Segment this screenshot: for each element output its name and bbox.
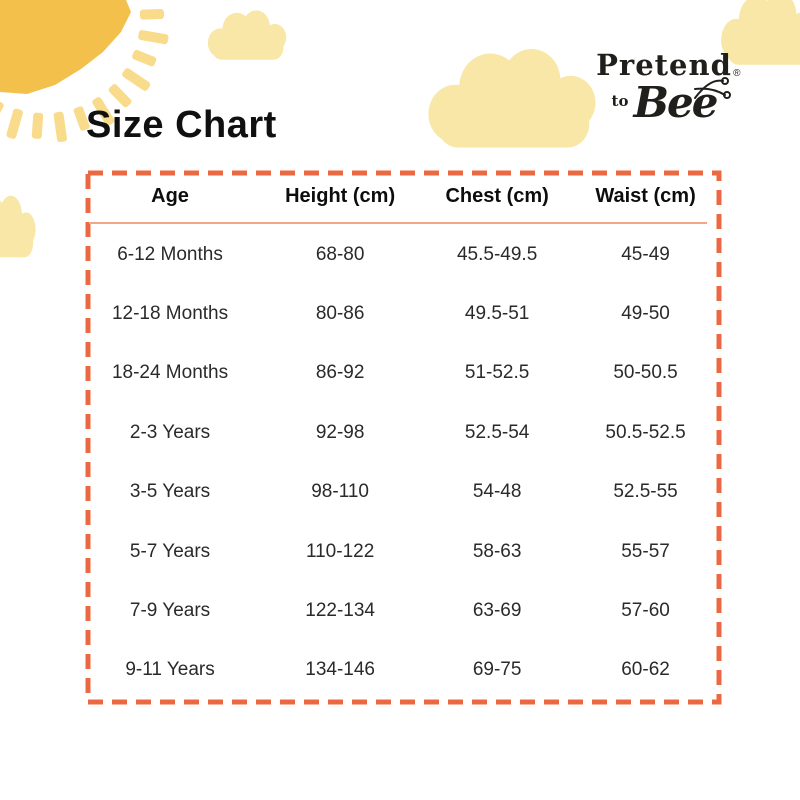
table-row: 3-5 Years 98-110 54-48 52.5-55 <box>85 463 722 522</box>
cell-height: 122-134 <box>305 599 375 621</box>
cell-height: 98-110 <box>311 481 369 503</box>
table-row: 2-3 Years 92-98 52.5-54 50.5-52.5 <box>85 403 722 462</box>
column-header-waist: Waist (cm) <box>595 184 696 207</box>
table-row: 18-24 Months 86-92 51-52.5 50-50.5 <box>85 344 722 403</box>
cloud-icon <box>0 190 42 260</box>
cell-height: 68-80 <box>315 243 365 265</box>
cell-chest: 51-52.5 <box>464 362 530 384</box>
cell-height: 92-98 <box>315 421 365 443</box>
table-body: 6-12 Months 68-80 45.5-49.5 45-49 12-18 … <box>85 225 722 700</box>
cell-age: 2-3 Years <box>129 421 211 443</box>
column-header-age: Age <box>151 184 189 207</box>
cell-waist: 57-60 <box>621 599 670 621</box>
column-header-height: Height (cm) <box>285 184 396 207</box>
cell-age: 6-12 Months <box>117 243 223 265</box>
table-row: 9-11 Years 134-146 69-75 60-62 <box>85 641 722 700</box>
brand-word-to: to <box>611 92 629 111</box>
cell-height: 134-146 <box>305 659 375 681</box>
page-title: Size Chart <box>86 104 277 146</box>
size-table: Age Height (cm) Chest (cm) Waist (cm) 6-… <box>85 170 722 705</box>
dashed-border <box>85 170 722 705</box>
table-row: 6-12 Months 68-80 45.5-49.5 45-49 <box>85 225 722 284</box>
registered-trademark: ® <box>733 68 741 80</box>
cell-chest: 54-48 <box>472 481 522 503</box>
cell-age: 3-5 Years <box>129 481 211 503</box>
column-header-chest: Chest (cm) <box>445 184 549 207</box>
cell-waist: 52.5-55 <box>613 481 678 503</box>
cell-chest: 45.5-49.5 <box>456 243 538 265</box>
cell-chest: 69-75 <box>472 659 522 681</box>
bee-antennae-icon <box>694 77 732 100</box>
cell-height: 80-86 <box>315 303 365 325</box>
table-header-row: Age Height (cm) Chest (cm) Waist (cm) <box>85 170 722 222</box>
cell-age: 18-24 Months <box>111 362 229 384</box>
cell-chest: 52.5-54 <box>464 421 530 443</box>
cell-waist: 60-62 <box>621 659 670 681</box>
cloud-icon <box>416 40 612 152</box>
cell-height: 110-122 <box>305 540 375 562</box>
header-separator-line <box>89 222 707 224</box>
cell-chest: 49.5-51 <box>464 303 530 325</box>
cell-waist: 55-57 <box>621 540 670 562</box>
cell-waist: 45-49 <box>621 243 670 265</box>
brand-logo: Pretend to Bee ® <box>586 50 742 124</box>
cell-age: 12-18 Months <box>111 303 229 325</box>
cell-waist: 49-50 <box>621 303 670 325</box>
cloud-icon <box>202 6 294 62</box>
table-row: 7-9 Years 122-134 63-69 57-60 <box>85 581 722 640</box>
cell-waist: 50-50.5 <box>613 362 678 384</box>
cell-chest: 63-69 <box>472 599 522 621</box>
cell-waist: 50.5-52.5 <box>605 421 686 443</box>
brand-word-pretend: Pretend <box>596 48 732 82</box>
cell-age: 5-7 Years <box>129 540 211 562</box>
cell-chest: 58-63 <box>472 540 522 562</box>
cell-age: 7-9 Years <box>129 599 211 621</box>
cell-height: 86-92 <box>315 362 365 384</box>
cell-age: 9-11 Years <box>125 659 215 681</box>
sun-icon <box>0 0 169 143</box>
table-row: 5-7 Years 110-122 58-63 55-57 <box>85 522 722 581</box>
table-row: 12-18 Months 80-86 49.5-51 49-50 <box>85 284 722 343</box>
